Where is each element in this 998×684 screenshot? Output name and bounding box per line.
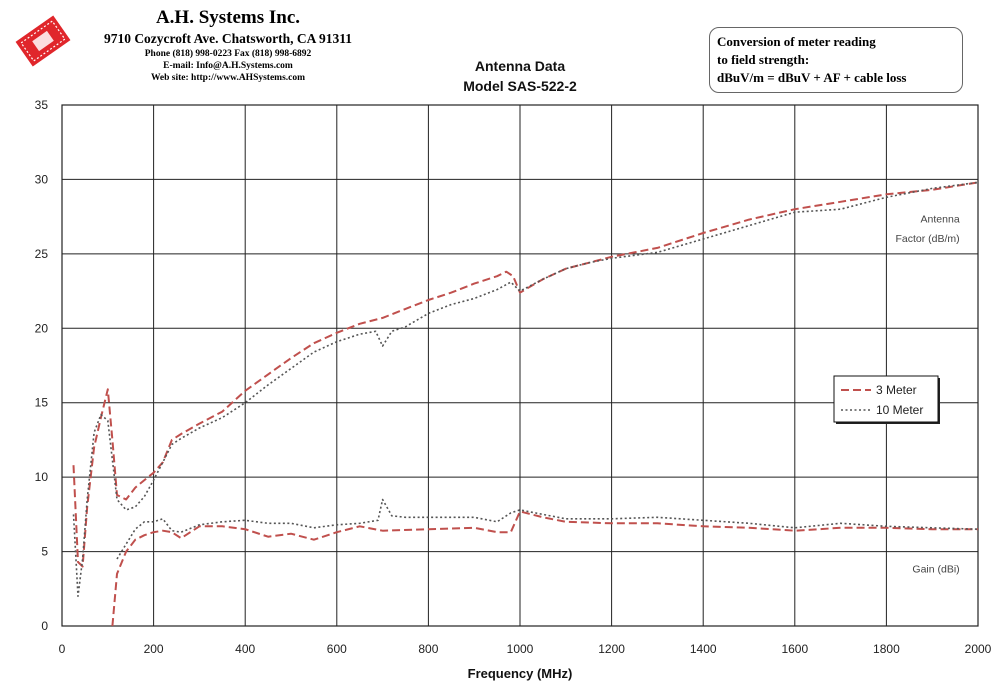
chart-annotation: Antenna xyxy=(921,214,960,226)
series-line-antenna-factor-10-meter xyxy=(72,181,979,597)
company-email: E-mail: Info@A.H.Systems.com xyxy=(163,61,293,71)
conversion-note-line-3: dBuV/m = dBuV + AF + cable loss xyxy=(717,70,907,85)
x-tick-label: 1200 xyxy=(598,642,625,656)
legend-box xyxy=(833,375,939,423)
series-line-gain-10-meter xyxy=(116,498,979,560)
y-tick-label: 15 xyxy=(35,396,49,410)
y-tick-label: 35 xyxy=(35,98,49,112)
x-tick-label: 1000 xyxy=(507,642,534,656)
chart-subtitle: Model SAS-522-2 xyxy=(463,78,577,94)
y-tick-label: 20 xyxy=(35,321,49,335)
conversion-note-line-2: to field strength: xyxy=(717,52,810,67)
y-tick-label: 25 xyxy=(35,247,49,261)
series-line-antenna-factor-3-meter xyxy=(72,181,979,568)
y-tick-label: 30 xyxy=(35,172,49,186)
company-address: 9710 Cozycroft Ave. Chatsworth, CA 91311 xyxy=(103,31,353,46)
x-tick-label: 2000 xyxy=(965,642,992,656)
y-tick-label: 5 xyxy=(41,545,48,559)
x-tick-label: 600 xyxy=(327,642,347,656)
x-tick-label: 800 xyxy=(418,642,438,656)
chart-annotation: Gain (dBi) xyxy=(912,563,959,575)
series-line-gain-3-meter xyxy=(111,510,978,627)
company-website: Web site: http://www.AHSystems.com xyxy=(150,73,306,83)
x-tick-label: 1800 xyxy=(873,642,900,656)
company-phone: Phone (818) 998-0223 Fax (818) 998-6892 xyxy=(144,49,312,59)
legend-label-3-meter: 3 Meter xyxy=(876,383,917,397)
x-axis-label: Frequency (MHz) xyxy=(468,666,573,681)
x-tick-label: 200 xyxy=(144,642,164,656)
y-tick-label: 0 xyxy=(41,619,48,633)
chart-title-block: Antenna Data Model SAS-522-2 xyxy=(430,56,610,96)
legend-label-10-meter: 10 Meter xyxy=(876,403,923,417)
x-tick-label: 400 xyxy=(235,642,255,656)
y-tick-label: 10 xyxy=(35,470,49,484)
chart-annotation: Factor (dB/m) xyxy=(895,233,959,245)
conversion-note-box: Conversion of meter reading to field str… xyxy=(709,27,963,93)
conversion-note-line-1: Conversion of meter reading xyxy=(717,34,876,49)
company-name: A.H. Systems Inc. xyxy=(155,7,301,28)
x-tick-label: 0 xyxy=(59,642,66,656)
x-tick-label: 1600 xyxy=(781,642,808,656)
company-logo-icon xyxy=(15,15,71,67)
x-tick-label: 1400 xyxy=(690,642,717,656)
company-header: A.H. Systems Inc. 9710 Cozycroft Ave. Ch… xyxy=(88,6,368,84)
chart-title: Antenna Data xyxy=(474,58,566,74)
